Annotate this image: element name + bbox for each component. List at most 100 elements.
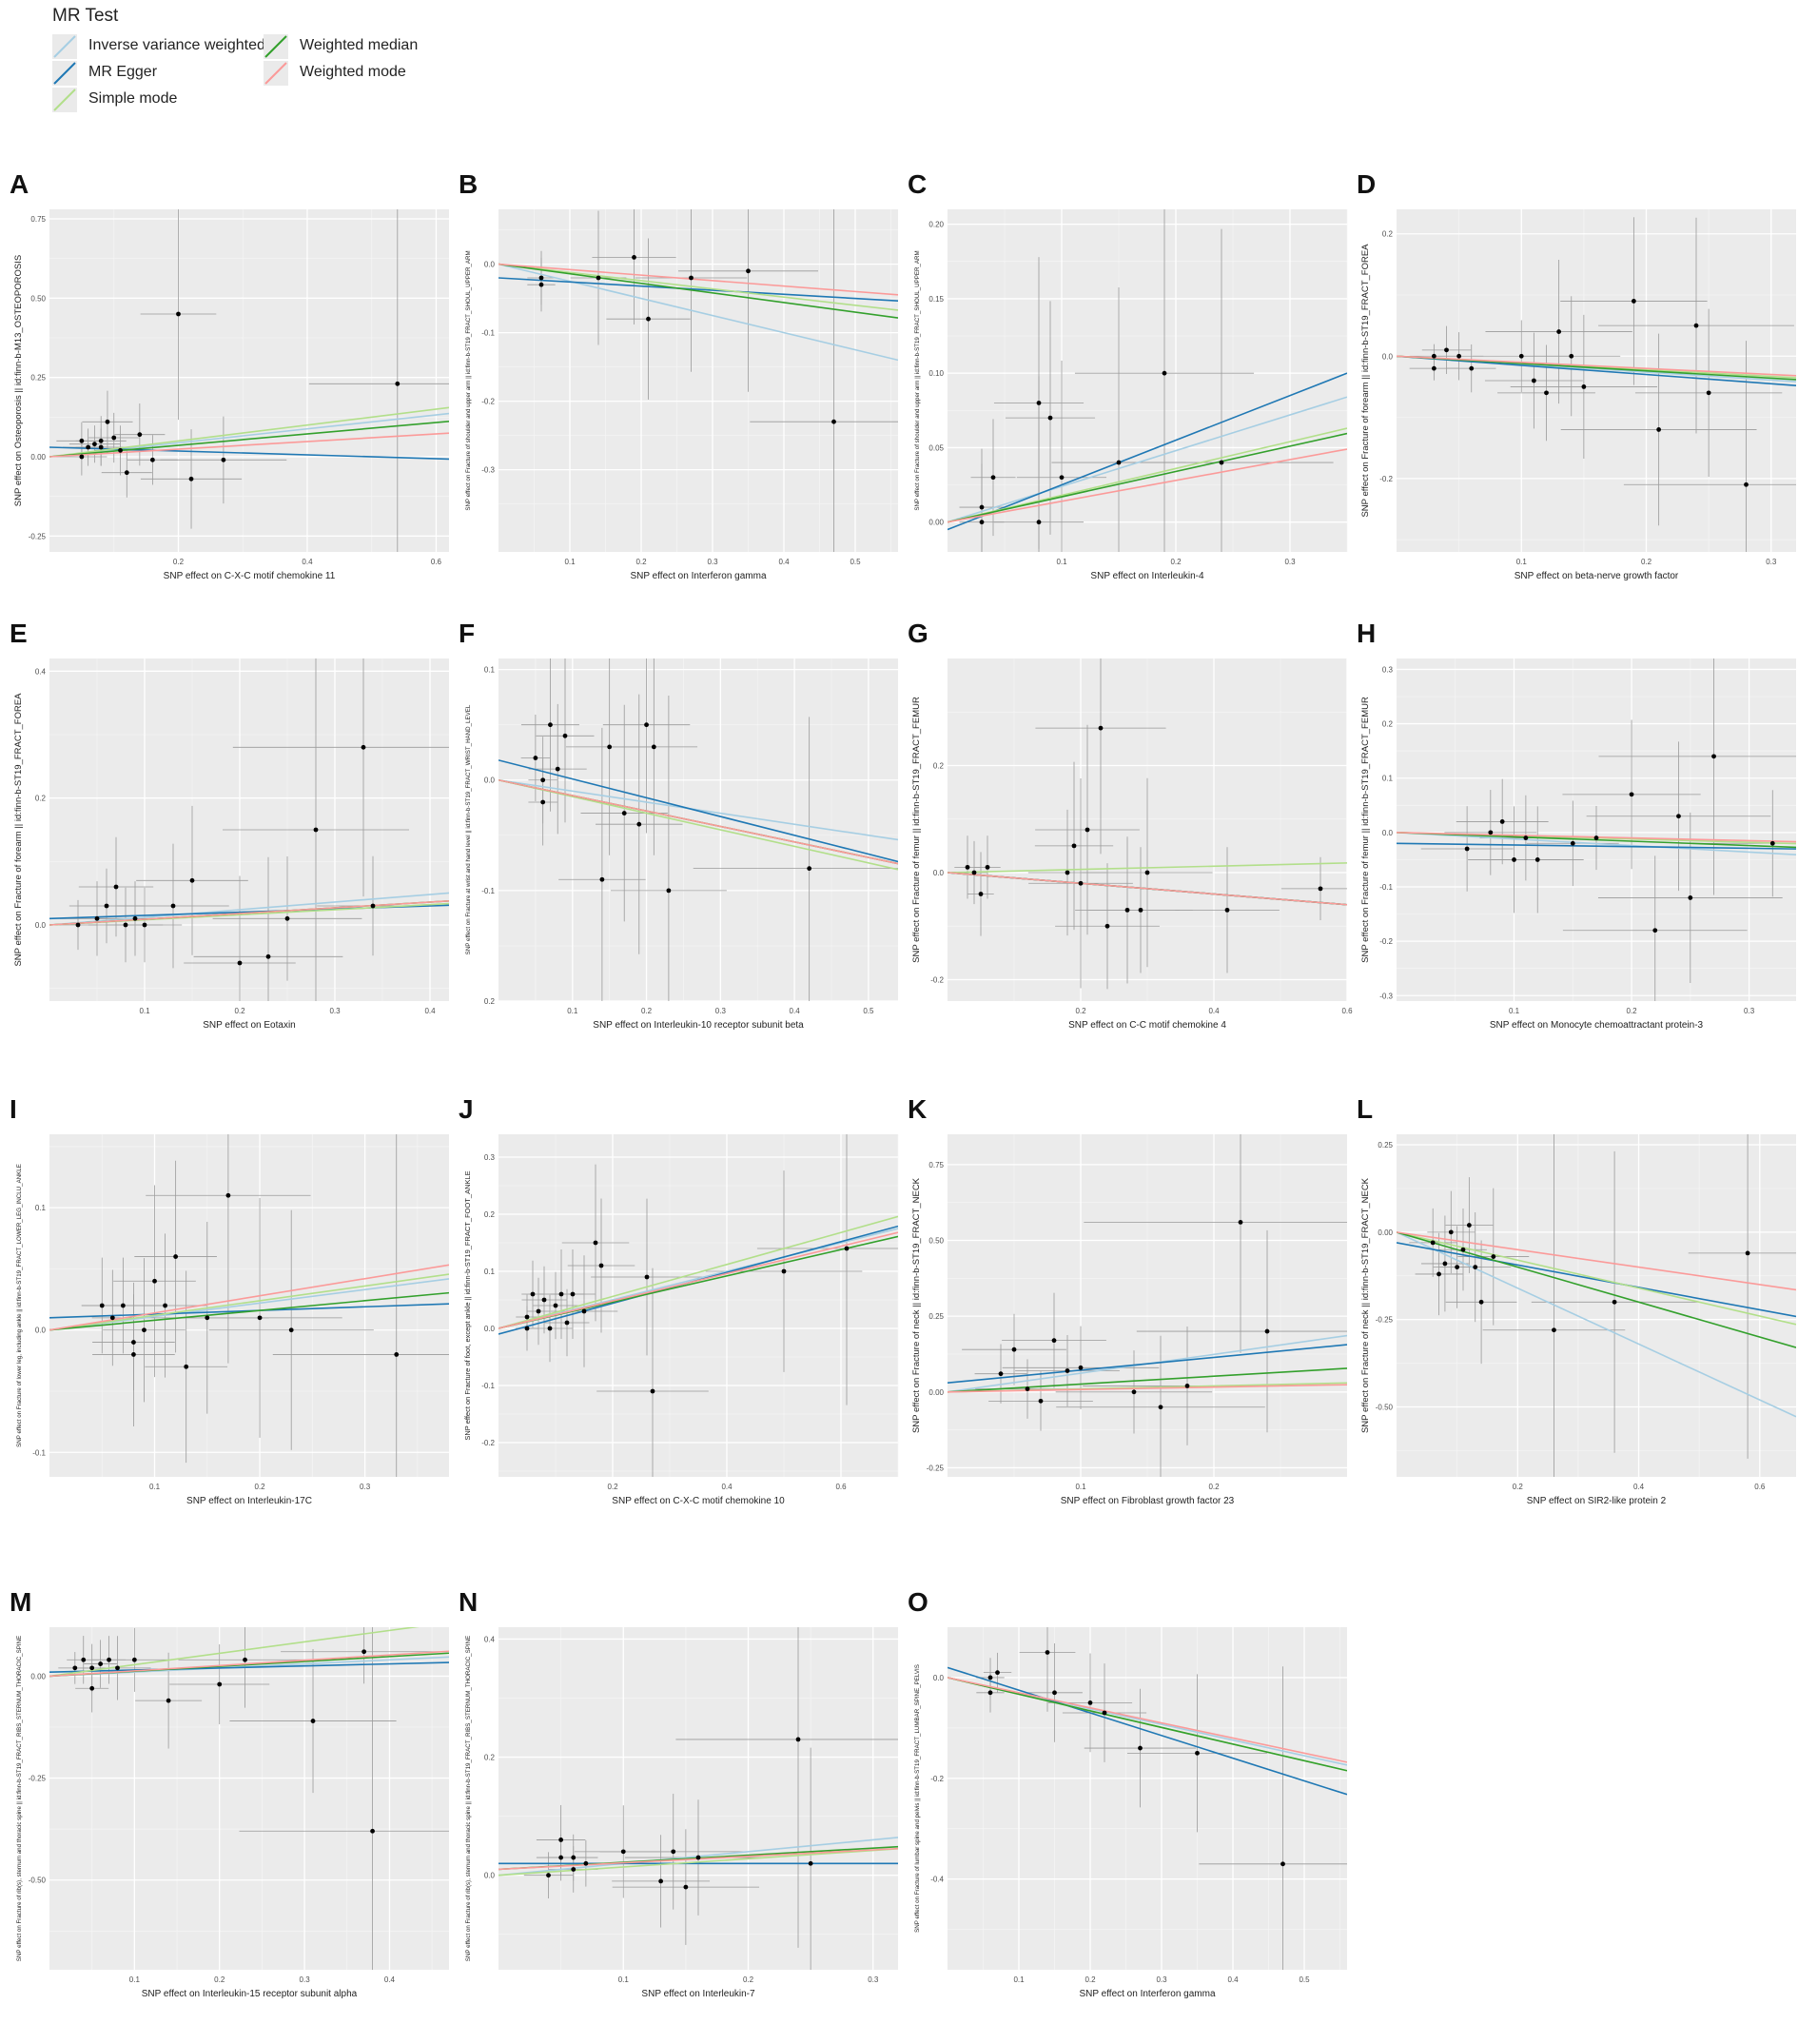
regression-line-simple-mode [49,406,449,458]
y-axis-label: SNP effect on Fracture of femur || id:fi… [911,697,922,963]
y-tick-label: -0.1 [1379,883,1393,892]
y-tick-label: 0.2 [1382,720,1394,729]
regression-line-simple-mode [498,1215,898,1329]
legend-item-simple-mode: Simple mode [52,88,262,112]
y-tick-label: -0.1 [481,887,495,895]
y-tick-label: 0.15 [928,295,944,304]
panel-letter: B [459,169,479,199]
y-tick-label: 0.2 [484,1754,496,1762]
data-point [1078,1365,1084,1370]
y-tick-label: -0.50 [1376,1404,1394,1412]
x-tick-label: 0.5 [1299,1975,1310,1984]
data-point [163,1303,167,1308]
x-tick-label: 0.4 [384,1975,396,1984]
legend: MR Test Inverse variance weighted MR Egg… [52,6,452,118]
data-point [1318,886,1323,892]
y-axis-label: SNP effect on Fracture of femur || id:fi… [1360,697,1371,963]
scatter-plot: 0.1 0.2 0.3 -0.1 0.0 0.1 SNP effect on Interle… [16,1134,449,1506]
chart-panel-k: K 0.1 0.2 -0.25 0.00 0.25 0.50 0.75 SNP effect o… [908,1094,1355,1551]
x-tick-label: 0.3 [360,1483,371,1491]
y-tick-label: 0.0 [1382,829,1394,837]
data-point [313,827,319,833]
y-tick-label: -0.3 [1379,992,1393,1000]
data-point [558,1855,564,1860]
chart-panel-g: G 0.2 0.4 0.6 -0.2 0.0 0.2 SNP effect on C-C mo… [908,619,1355,1075]
data-point [107,1657,111,1662]
data-point [370,903,376,909]
data-point [831,419,836,424]
data-point [1104,923,1110,929]
data-point [979,504,985,510]
y-tick-label: 0.0 [484,1872,496,1880]
data-point [650,1388,655,1394]
regression-line-weighted-mode [1397,355,1796,377]
data-point [1047,415,1053,421]
x-axis-label: SNP effect on Monocyte chemoattractant p… [1490,1020,1704,1031]
data-point [257,1315,263,1321]
x-axis-label: SNP effect on C-X-C motif chemokine 10 [612,1496,785,1506]
data-point [225,1192,231,1198]
data-point [1544,390,1549,396]
plot-background [49,209,449,552]
data-point [1706,390,1711,396]
data-point [683,1884,689,1890]
y-tick-label: 0.2 [933,762,945,771]
y-axis-label: SNP effect on Fracture of neck || id:fin… [911,1177,922,1433]
data-point [362,1649,367,1655]
y-tick-label: 0.0 [35,1327,47,1335]
y-axis-label: SNP effect on Fracture of lower leg, inc… [16,1164,23,1447]
data-point [131,1657,137,1662]
x-tick-label: 0.5 [863,1007,874,1015]
data-point [243,1657,247,1662]
x-tick-label: 0.2 [173,558,185,566]
data-point [288,1327,294,1333]
x-tick-label: 0.2 [635,558,647,566]
data-point [81,1657,87,1662]
panel-letter: H [1357,619,1377,648]
y-tick-label: 0.50 [928,1237,944,1246]
data-point [1570,840,1575,846]
data-point [651,744,656,750]
data-point [205,1315,210,1321]
regression-line-simple-mode [498,1848,898,1877]
y-tick-label: 0.3 [484,1153,496,1162]
data-point [1280,1861,1285,1867]
legend-item-weighted-median: Weighted median [264,34,473,59]
data-point [571,1855,577,1860]
panel-letter: C [908,169,928,199]
regression-line-simple-mode [948,427,1347,523]
data-point [1224,907,1230,913]
regression-line-weighted-mode [498,263,898,296]
x-tick-label: 0.2 [607,1483,618,1491]
y-tick-label: 0.25 [30,374,46,383]
regression-line-weighted-mode [948,1384,1347,1393]
x-tick-label: 0.3 [1744,1007,1755,1015]
data-point [75,922,81,928]
data-point [536,1308,541,1314]
data-point [987,1675,993,1680]
data-point [1430,1240,1436,1246]
data-point [538,282,544,287]
data-point [310,1719,316,1723]
data-point [79,454,85,460]
regression-line-mr-egger [498,277,898,302]
regression-line-inverse-variance-weighted [498,263,898,362]
data-point [86,444,91,450]
data-point [671,1849,676,1855]
legend-label: Simple mode [88,90,178,107]
data-point [558,1291,564,1297]
data-point [1011,1346,1017,1352]
x-tick-label: 0.4 [790,1007,801,1015]
x-tick-label: 0.3 [300,1975,311,1984]
y-tick-label: 0.00 [1378,1228,1393,1237]
data-point [581,1308,587,1314]
data-point [1138,1745,1143,1751]
data-point [1491,1254,1496,1259]
regression-line-weighted-mode [1397,1231,1796,1291]
x-tick-label: 0.2 [1085,1975,1096,1984]
x-tick-label: 0.3 [329,1007,341,1015]
x-axis-label: SNP effect on beta-nerve growth factor [1515,571,1679,581]
regression-line-inverse-variance-weighted [49,892,449,926]
y-axis-label: SNP effect on Fracture of rib(s), sternu… [465,1636,472,1961]
regression-line-mr-egger [1397,1242,1796,1318]
